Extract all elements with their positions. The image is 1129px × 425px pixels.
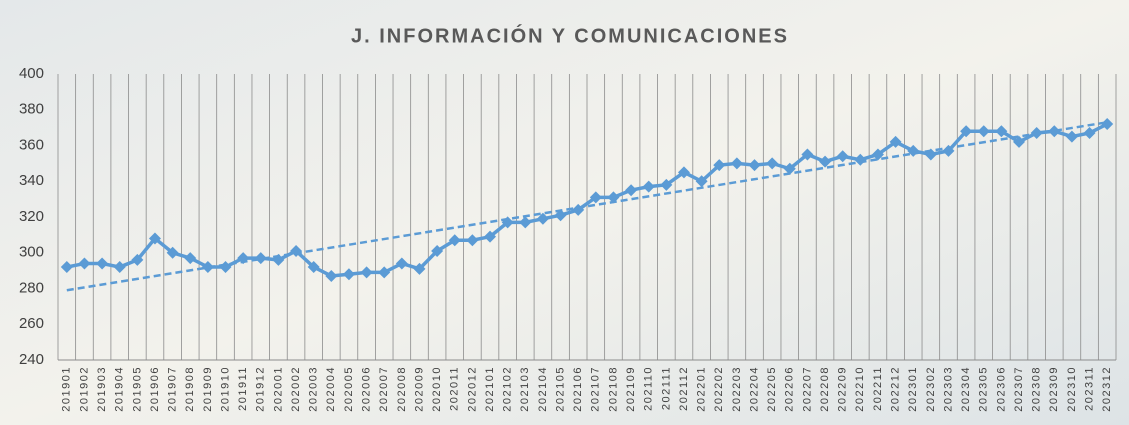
x-tick-label: 202208 (819, 366, 831, 412)
y-tick-label: 260 (19, 315, 44, 332)
x-tick-label: 202212 (889, 366, 901, 412)
x-tick-label: 202303 (942, 366, 954, 412)
x-tick-label: 202209 (837, 366, 849, 412)
x-tick-label: 202304 (960, 366, 972, 412)
x-tick-label: 201907 (167, 366, 179, 412)
x-tick-label: 202301 (907, 366, 919, 412)
x-tick-label: 202009 (413, 366, 425, 412)
x-tick-label: 202211 (872, 366, 884, 411)
x-tick-label: 202105 (554, 366, 566, 412)
x-tick-label: 202312 (1101, 366, 1113, 412)
x-tick-label: 201904 (114, 366, 126, 412)
x-tick-label: 202207 (801, 366, 813, 412)
x-tick-label: 202210 (854, 366, 866, 412)
x-tick-label: 202206 (784, 366, 796, 412)
x-tick-label: 202311 (1083, 366, 1095, 411)
x-tick-label: 202003 (308, 366, 320, 412)
x-tick-label: 202205 (766, 366, 778, 412)
x-tick-label: 201911 (237, 366, 249, 411)
x-tick-label: 202005 (343, 366, 355, 412)
x-tick-label: 201906 (149, 366, 161, 412)
x-tick-label: 202106 (572, 366, 584, 412)
y-tick-label: 280 (19, 279, 44, 296)
x-tick-label: 201903 (96, 366, 108, 412)
x-tick-label: 202104 (537, 366, 549, 412)
x-tick-label: 202107 (590, 366, 602, 412)
x-tick-label: 202309 (1048, 366, 1060, 412)
x-tick-label: 202202 (713, 366, 725, 412)
x-tick-label: 202112 (678, 366, 690, 411)
x-tick-label: 201905 (131, 366, 143, 412)
y-tick-label: 380 (19, 101, 44, 118)
x-tick-label: 201908 (184, 366, 196, 412)
x-tick-label: 202302 (925, 366, 937, 412)
x-tick-label: 202203 (731, 366, 743, 412)
x-tick-label: 202011 (449, 366, 461, 411)
x-tick-label: 202002 (290, 366, 302, 412)
x-tick-label: 202308 (1031, 366, 1043, 412)
x-tick-label: 202109 (625, 366, 637, 412)
x-tick-label: 202111 (660, 366, 672, 410)
x-tick-label: 202103 (519, 366, 531, 412)
y-tick-label: 340 (19, 172, 44, 189)
x-tick-label: 202108 (607, 366, 619, 412)
x-tick-label: 201910 (219, 366, 231, 412)
chart-title: J. INFORMACIÓN Y COMUNICACIONES (351, 23, 789, 47)
x-tick-label: 202305 (978, 366, 990, 412)
x-tick-label: 202004 (325, 366, 337, 412)
x-tick-label: 202306 (995, 366, 1007, 412)
x-tick-label: 202101 (484, 366, 496, 412)
x-tick-label: 201901 (61, 366, 73, 412)
x-tick-label: 202204 (748, 366, 760, 412)
x-tick-label: 202007 (378, 366, 390, 412)
x-tick-label: 202001 (272, 366, 284, 412)
y-tick-label: 320 (19, 208, 44, 225)
x-tick-label: 202310 (1066, 366, 1078, 412)
x-tick-label: 202307 (1013, 366, 1025, 412)
x-tick-label: 201902 (78, 366, 90, 412)
y-tick-label: 240 (19, 351, 44, 368)
y-tick-label: 360 (19, 136, 44, 153)
y-tick-label: 300 (19, 244, 44, 261)
x-tick-label: 202201 (696, 366, 708, 412)
x-tick-label: 201909 (202, 366, 214, 412)
y-tick-label: 400 (19, 65, 44, 82)
x-tick-label: 202010 (431, 366, 443, 412)
x-tick-label: 202008 (396, 366, 408, 412)
x-tick-label: 202006 (360, 366, 372, 412)
x-tick-label: 201912 (255, 366, 267, 412)
x-tick-label: 202102 (502, 366, 514, 412)
x-tick-label: 202110 (643, 366, 655, 411)
x-tick-label: 202012 (466, 366, 478, 412)
chart: J. INFORMACIÓN Y COMUNICACIONES 240 260 28… (0, 0, 1129, 425)
